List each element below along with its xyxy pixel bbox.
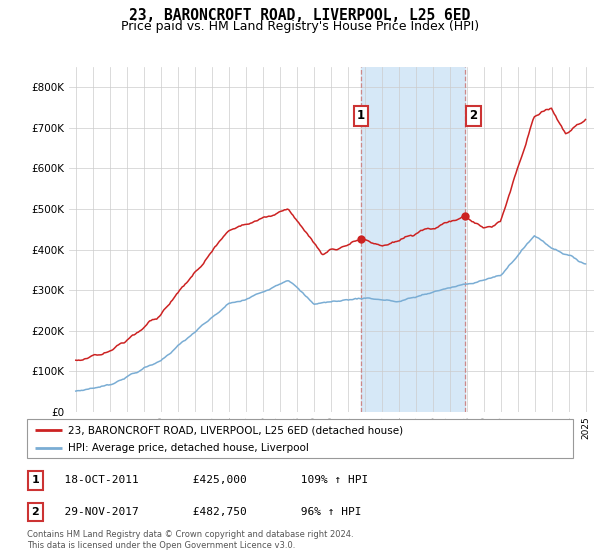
Text: 23, BARONCROFT ROAD, LIVERPOOL, L25 6ED (detached house): 23, BARONCROFT ROAD, LIVERPOOL, L25 6ED …: [68, 425, 403, 435]
Text: 18-OCT-2011        £425,000        109% ↑ HPI: 18-OCT-2011 £425,000 109% ↑ HPI: [51, 475, 368, 485]
Text: This data is licensed under the Open Government Licence v3.0.: This data is licensed under the Open Gov…: [27, 541, 295, 550]
Text: 1: 1: [357, 109, 365, 122]
Bar: [361, 67, 465, 412]
Text: Price paid vs. HM Land Registry's House Price Index (HPI): Price paid vs. HM Land Registry's House …: [121, 20, 479, 32]
Text: 23, BARONCROFT ROAD, LIVERPOOL, L25 6ED: 23, BARONCROFT ROAD, LIVERPOOL, L25 6ED: [130, 8, 470, 23]
Text: 2: 2: [32, 507, 39, 517]
Text: HPI: Average price, detached house, Liverpool: HPI: Average price, detached house, Live…: [68, 443, 309, 453]
Text: 1: 1: [32, 475, 39, 485]
Text: 2: 2: [469, 109, 478, 122]
Text: Contains HM Land Registry data © Crown copyright and database right 2024.: Contains HM Land Registry data © Crown c…: [27, 530, 353, 539]
Text: 29-NOV-2017        £482,750        96% ↑ HPI: 29-NOV-2017 £482,750 96% ↑ HPI: [51, 507, 361, 517]
